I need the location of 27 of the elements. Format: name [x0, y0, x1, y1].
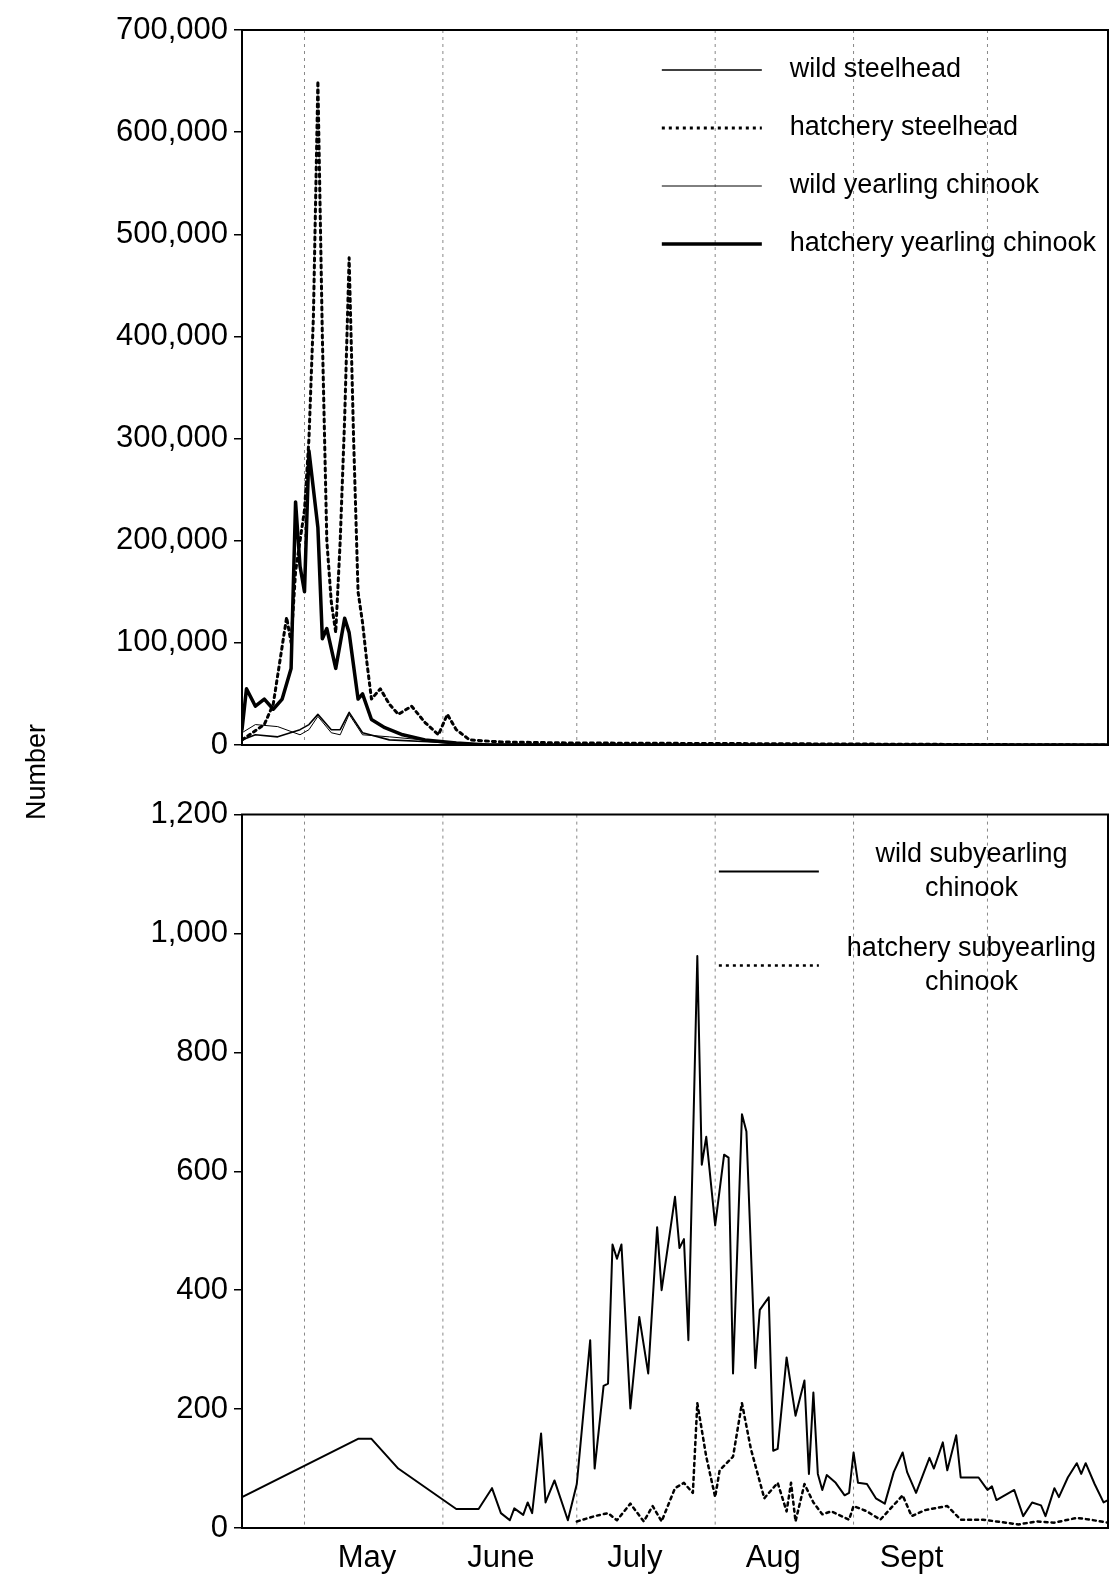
y-tick-label: 100,000	[115, 623, 228, 659]
y-axis-title: Number	[20, 723, 52, 821]
legend-label: wild subyearling chinook	[874, 838, 1068, 903]
x-tick-label: Aug	[745, 1539, 801, 1575]
x-tick-label: June	[467, 1539, 535, 1575]
y-tick-label: 1,200	[150, 795, 228, 831]
legend-label: hatchery steelhead	[789, 111, 1018, 142]
y-tick-label: 600	[176, 1151, 228, 1187]
legend-label: wild steelhead	[788, 53, 961, 84]
legend-label: hatchery subyearling chinook	[846, 932, 1097, 997]
legend-label: hatchery yearling chinook	[789, 227, 1097, 258]
y-tick-label: 600,000	[115, 112, 228, 148]
x-tick-label: July	[607, 1539, 663, 1575]
y-tick-label: 1,000	[150, 914, 228, 950]
y-tick-label: 200	[176, 1389, 228, 1425]
y-tick-label: 0	[210, 725, 228, 761]
x-tick-label: Sept	[879, 1539, 944, 1575]
y-tick-label: 300,000	[115, 419, 228, 455]
y-tick-label: 400,000	[115, 316, 228, 352]
legend-label: wild yearling chinook	[788, 169, 1040, 200]
x-tick-label: May	[337, 1539, 397, 1575]
y-tick-label: 400	[176, 1270, 228, 1306]
y-tick-label: 800	[176, 1032, 228, 1068]
y-tick-label: 200,000	[115, 521, 228, 557]
y-tick-label: 0	[210, 1508, 228, 1544]
y-tick-label: 700,000	[115, 10, 228, 46]
y-tick-label: 500,000	[115, 214, 228, 250]
